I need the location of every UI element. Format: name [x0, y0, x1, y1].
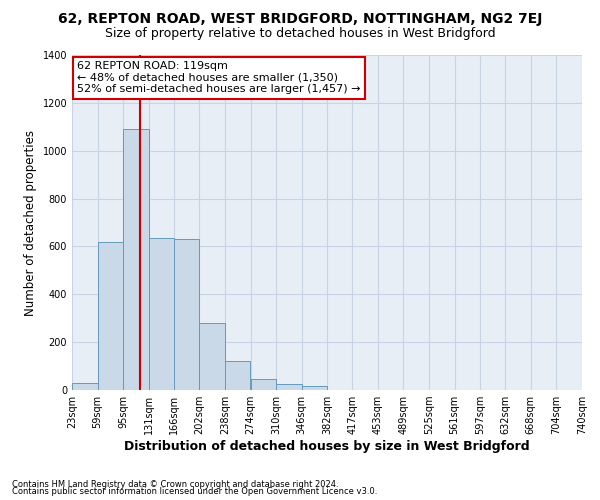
Text: Size of property relative to detached houses in West Bridgford: Size of property relative to detached ho…	[104, 28, 496, 40]
Bar	[251, 379, 276, 390]
Y-axis label: Number of detached properties: Number of detached properties	[24, 130, 37, 316]
Text: Contains HM Land Registry data © Crown copyright and database right 2024.: Contains HM Land Registry data © Crown c…	[12, 480, 338, 489]
Bar	[149, 238, 175, 390]
Bar	[124, 129, 149, 390]
Bar	[98, 242, 123, 390]
Bar	[276, 384, 302, 390]
Text: 62 REPTON ROAD: 119sqm
← 48% of detached houses are smaller (1,350)
52% of semi-: 62 REPTON ROAD: 119sqm ← 48% of detached…	[77, 61, 361, 94]
Bar	[72, 383, 97, 390]
Bar	[225, 362, 250, 390]
Text: Contains public sector information licensed under the Open Government Licence v3: Contains public sector information licen…	[12, 487, 377, 496]
Bar	[302, 386, 327, 390]
Bar	[174, 240, 199, 390]
Bar	[199, 323, 225, 390]
X-axis label: Distribution of detached houses by size in West Bridgford: Distribution of detached houses by size …	[124, 440, 530, 453]
Text: 62, REPTON ROAD, WEST BRIDGFORD, NOTTINGHAM, NG2 7EJ: 62, REPTON ROAD, WEST BRIDGFORD, NOTTING…	[58, 12, 542, 26]
